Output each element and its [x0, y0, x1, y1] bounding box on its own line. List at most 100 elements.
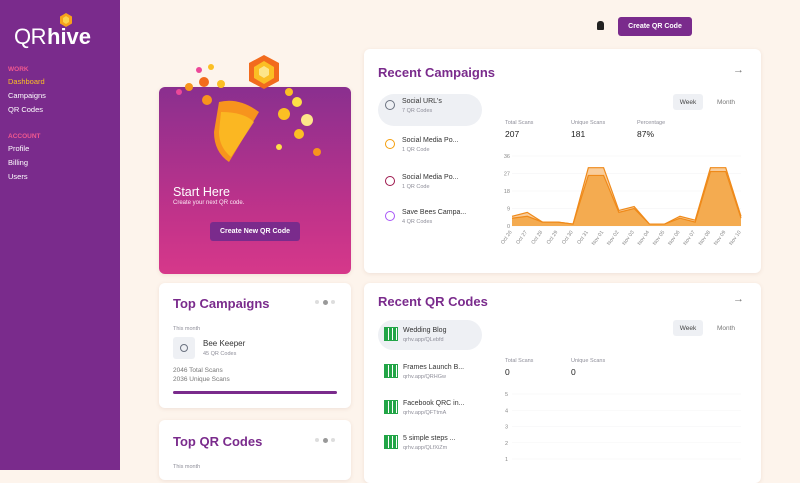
total-scans: 2046 Total Scans [173, 367, 223, 374]
page: { "sidebar": { "logo": {"prefix": "QR", … [0, 0, 761, 483]
campaign-name[interactable]: Social Media Po... [402, 174, 459, 181]
sidebar-link[interactable]: Profile [8, 144, 30, 153]
stat-value: 207 [505, 129, 520, 139]
x-tick-label: Oct 26 [500, 230, 514, 246]
stat-label: Unique Scans [571, 120, 606, 126]
sidebar-section-label: ACCOUNT [8, 133, 41, 140]
campaign-name[interactable]: Social URL's [402, 98, 442, 105]
card-title: Recent Campaigns [378, 65, 496, 80]
y-tick-label: 1 [505, 457, 508, 463]
y-tick-label: 4 [505, 408, 508, 414]
qr-name[interactable]: Wedding Blog [403, 327, 447, 334]
sidebar-link[interactable]: Campaigns [8, 91, 46, 100]
hero-subtitle: Create your next QR code. [173, 200, 245, 206]
x-tick-label: Nov 08 [698, 230, 712, 247]
create-qr-button[interactable]: Create QR Code [618, 17, 692, 36]
sidebar-link[interactable]: Dashboard [8, 77, 45, 86]
campaign-count: 1 QR Code [402, 147, 430, 153]
hero-card [159, 55, 351, 274]
qr-url: qrhv.app/QLebfd [403, 337, 444, 343]
x-tick-label: Oct 27 [515, 230, 529, 246]
qr-icon [384, 400, 398, 414]
period-tab[interactable]: Month [716, 98, 736, 106]
carousel-dot[interactable] [315, 300, 319, 304]
campaign-name[interactable]: Social Media Po... [402, 137, 459, 144]
unique-scans: 2036 Unique Scans [173, 376, 230, 383]
hero-button[interactable]: Create New QR Code [210, 222, 300, 241]
x-tick-label: Oct 29 [546, 230, 560, 246]
x-tick-label: Oct 31 [576, 230, 590, 246]
y-tick-label: 9 [507, 207, 510, 213]
y-tick-label: 3 [505, 425, 508, 431]
area [512, 171, 741, 226]
qr-name[interactable]: 5 simple steps ... [403, 435, 456, 442]
x-tick-label: Nov 03 [621, 230, 635, 247]
arrow-button[interactable]: → [733, 64, 744, 76]
x-tick-label: Nov 07 [682, 230, 696, 247]
y-tick-label: 5 [505, 392, 508, 398]
qr-icon [384, 327, 398, 341]
campaign-count: 7 QR Codes [402, 108, 433, 114]
x-tick-label: Nov 10 [728, 230, 742, 247]
y-tick-label: 27 [504, 172, 510, 178]
hero-illustration [176, 55, 321, 162]
y-tick-label: 2 [505, 441, 508, 447]
carousel-dot[interactable] [323, 300, 328, 305]
qr-name[interactable]: Frames Launch B... [403, 364, 465, 371]
x-tick-label: Oct 28 [530, 230, 544, 246]
user-icon [597, 21, 604, 30]
period-label: This month [173, 326, 201, 332]
y-tick-label: 36 [504, 154, 510, 160]
x-tick-label: Nov 06 [667, 230, 681, 247]
campaign-icon [385, 176, 395, 186]
card-title: Recent QR Codes [378, 294, 488, 309]
stat-label: Percentage [637, 120, 666, 126]
carousel-dot[interactable] [331, 300, 335, 304]
sidebar-section-label: WORK [8, 66, 29, 73]
recent-qr-codes-card [364, 283, 761, 483]
stat-label: Total Scans [505, 358, 534, 364]
stat-label: Total Scans [505, 120, 534, 126]
top-campaign-count: 45 QR Codes [203, 351, 237, 357]
campaign-icon [180, 344, 188, 352]
logo-prefix: QR [14, 24, 47, 49]
carousel-dot[interactable] [331, 438, 335, 442]
campaign-name[interactable]: Save Bees Campa... [402, 209, 467, 216]
campaign-icon [385, 100, 395, 110]
qr-url: qrhv.app/QFTtmA [403, 410, 447, 416]
period-tab[interactable]: Week [673, 320, 703, 336]
arrow-button[interactable]: → [733, 293, 744, 305]
qr-icon [384, 364, 398, 378]
period-tab[interactable]: Week [673, 94, 703, 110]
qr-name[interactable]: Facebook QRC in... [403, 400, 465, 407]
carousel-dot[interactable] [315, 438, 319, 442]
x-tick-label: Nov 01 [591, 230, 605, 247]
stat-value: 0 [505, 367, 510, 377]
carousel-dot[interactable] [323, 438, 328, 443]
qr-url: qrhv.app/QRHGw [403, 374, 446, 380]
x-tick-label: Nov 02 [606, 230, 620, 247]
period-label: This month [173, 464, 201, 470]
stat-value: 0 [571, 367, 576, 377]
card-title: Top Campaigns [173, 296, 270, 311]
area-line [511, 170, 742, 225]
campaign-count: 4 QR Codes [402, 219, 433, 225]
sidebar-link[interactable]: Billing [8, 158, 29, 167]
hero-title: Start Here [173, 185, 230, 199]
stat-value: 181 [571, 129, 586, 139]
logo-suffix: hive [47, 24, 92, 49]
x-tick-label: Oct 30 [561, 230, 575, 246]
campaign-icon [385, 139, 395, 149]
logo-hexagon [60, 13, 72, 27]
sidebar-link[interactable]: Users [8, 172, 28, 181]
x-tick-label: Nov 05 [652, 230, 666, 247]
card-title: Top QR Codes [173, 434, 263, 449]
y-tick-label: 0 [507, 224, 510, 230]
period-tab[interactable]: Month [716, 324, 736, 332]
qr-url: qrhv.app/QLfXiZm [403, 445, 448, 451]
charts-layer: 0 9 18 27 36 Oct 26 Oct 27 Oct 28 Oct 29 Oct 30 Oc… [500, 154, 743, 463]
qr-icon [384, 435, 398, 449]
campaign-icon [385, 211, 395, 221]
campaign-count: 1 QR Code [402, 184, 430, 190]
sidebar-link[interactable]: QR Codes [8, 105, 44, 114]
